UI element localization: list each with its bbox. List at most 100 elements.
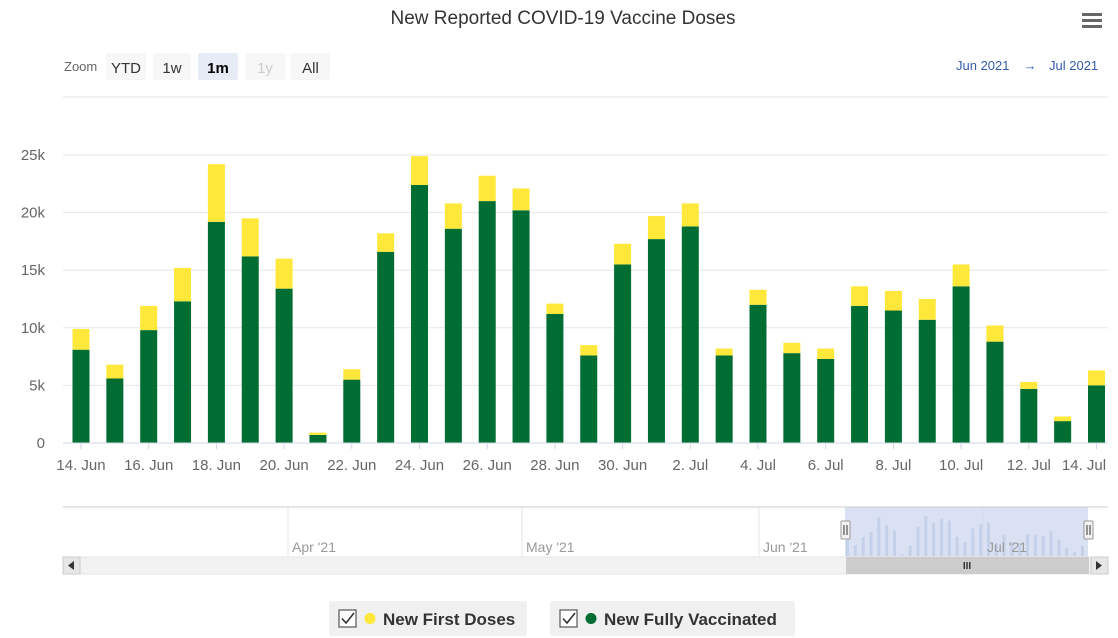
checkbox-icon[interactable] — [338, 609, 357, 628]
bar-stack-13[interactable] — [512, 188, 530, 443]
navigator-selection-mask[interactable] — [845, 507, 1088, 557]
bar-first-doses[interactable] — [884, 290, 902, 311]
bar-stack-22[interactable] — [817, 348, 835, 443]
bar-first-doses[interactable] — [952, 264, 970, 287]
bar-stack-0[interactable] — [72, 328, 90, 443]
bar-first-doses[interactable] — [444, 203, 462, 229]
bar-first-doses[interactable] — [918, 299, 936, 320]
bar-stack-16[interactable] — [614, 243, 632, 443]
bar-fully-vaccinated[interactable] — [884, 310, 902, 443]
bar-first-doses[interactable] — [851, 286, 869, 306]
bar-fully-vaccinated[interactable] — [207, 221, 225, 443]
zoom-button-1w[interactable]: 1w — [153, 53, 191, 80]
bar-first-doses[interactable] — [647, 216, 665, 240]
bar-stack-6[interactable] — [275, 258, 293, 443]
bar-fully-vaccinated[interactable] — [546, 313, 564, 443]
bar-fully-vaccinated[interactable] — [174, 301, 192, 443]
bar-fully-vaccinated[interactable] — [681, 226, 699, 443]
bar-stack-29[interactable] — [1054, 416, 1072, 443]
bar-first-doses[interactable] — [207, 164, 225, 222]
bar-stack-23[interactable] — [851, 286, 869, 443]
bar-first-doses[interactable] — [241, 218, 259, 257]
bar-stack-26[interactable] — [952, 264, 970, 443]
bar-first-doses[interactable] — [478, 175, 496, 202]
bar-stack-15[interactable] — [580, 345, 598, 443]
bar-first-doses[interactable] — [512, 188, 530, 211]
bar-fully-vaccinated[interactable] — [952, 286, 970, 443]
bar-fully-vaccinated[interactable] — [783, 353, 801, 443]
scroll-right-button[interactable] — [1090, 556, 1109, 575]
bar-stack-19[interactable] — [715, 348, 733, 443]
bar-stack-8[interactable] — [343, 369, 361, 443]
bar-fully-vaccinated[interactable] — [512, 210, 530, 443]
bar-fully-vaccinated[interactable] — [1088, 385, 1105, 443]
bar-fully-vaccinated[interactable] — [614, 264, 632, 443]
bar-first-doses[interactable] — [411, 156, 428, 185]
bar-first-doses[interactable] — [614, 243, 632, 265]
zoom-button-ytd[interactable]: YTD — [106, 53, 146, 80]
bar-first-doses[interactable] — [377, 233, 395, 252]
navigator[interactable]: Apr '21 May '21 Jun '21 Jul '21 III — [62, 506, 1109, 575]
bar-fully-vaccinated[interactable] — [817, 358, 835, 443]
bar-fully-vaccinated[interactable] — [580, 355, 598, 443]
bar-first-doses[interactable] — [749, 289, 767, 305]
scrollbar-thumb[interactable] — [846, 557, 1089, 574]
checkbox-icon[interactable] — [559, 609, 578, 628]
range-from[interactable]: Jun 2021 — [956, 58, 1010, 73]
bar-first-doses[interactable] — [715, 348, 733, 356]
bar-stack-14[interactable] — [546, 303, 564, 443]
bar-stack-5[interactable] — [241, 218, 259, 443]
bar-fully-vaccinated[interactable] — [986, 341, 1004, 443]
bar-stack-1[interactable] — [106, 364, 124, 443]
navigator-handle-right[interactable] — [1083, 520, 1094, 540]
scroll-left-button[interactable] — [62, 556, 81, 575]
bar-fully-vaccinated[interactable] — [749, 304, 767, 443]
bar-fully-vaccinated[interactable] — [715, 355, 733, 443]
bar-first-doses[interactable] — [1020, 381, 1038, 389]
bar-fully-vaccinated[interactable] — [918, 319, 936, 443]
bar-first-doses[interactable] — [817, 348, 835, 359]
bar-first-doses[interactable] — [1054, 416, 1072, 422]
bar-stack-2[interactable] — [140, 305, 158, 443]
legend-item-fully[interactable]: New Fully Vaccinated — [550, 601, 795, 636]
bar-fully-vaccinated[interactable] — [1054, 421, 1072, 443]
bar-first-doses[interactable] — [174, 267, 192, 302]
bar-stack-27[interactable] — [986, 325, 1004, 443]
bar-stack-18[interactable] — [681, 203, 699, 443]
bar-stack-17[interactable] — [647, 216, 665, 443]
bar-stack-28[interactable] — [1020, 381, 1038, 443]
bar-first-doses[interactable] — [783, 342, 801, 354]
bar-stack-21[interactable] — [783, 342, 801, 443]
bar-first-doses[interactable] — [275, 258, 293, 289]
bar-stack-7[interactable] — [309, 432, 327, 443]
bar-fully-vaccinated[interactable] — [647, 239, 665, 443]
bar-stack-4[interactable] — [207, 164, 225, 443]
zoom-button-all[interactable]: All — [291, 53, 330, 80]
bar-fully-vaccinated[interactable] — [140, 330, 158, 443]
hamburger-menu-icon[interactable] — [1082, 13, 1102, 28]
bar-first-doses[interactable] — [343, 369, 361, 380]
bar-fully-vaccinated[interactable] — [275, 288, 293, 443]
bar-stack-25[interactable] — [918, 299, 936, 443]
bar-fully-vaccinated[interactable] — [851, 305, 869, 443]
bar-fully-vaccinated[interactable] — [106, 378, 124, 443]
bar-fully-vaccinated[interactable] — [444, 228, 462, 443]
navigator-handle-left[interactable] — [840, 520, 851, 540]
bar-fully-vaccinated[interactable] — [343, 379, 361, 443]
bar-first-doses[interactable] — [580, 345, 598, 356]
bar-fully-vaccinated[interactable] — [309, 434, 327, 443]
bar-first-doses[interactable] — [986, 325, 1004, 342]
bar-first-doses[interactable] — [309, 432, 327, 435]
bar-fully-vaccinated[interactable] — [241, 256, 259, 443]
bar-first-doses[interactable] — [681, 203, 699, 227]
bar-stack-30[interactable] — [1088, 370, 1105, 443]
bar-fully-vaccinated[interactable] — [1020, 388, 1038, 443]
zoom-button-1m[interactable]: 1m — [198, 53, 238, 80]
bar-stack-20[interactable] — [749, 289, 767, 443]
bar-first-doses[interactable] — [546, 303, 564, 314]
bar-fully-vaccinated[interactable] — [72, 349, 90, 443]
legend-item-first[interactable]: New First Doses — [329, 601, 527, 636]
bar-first-doses[interactable] — [106, 364, 124, 379]
bar-stack-12[interactable] — [478, 175, 496, 443]
bar-first-doses[interactable] — [1088, 370, 1105, 386]
